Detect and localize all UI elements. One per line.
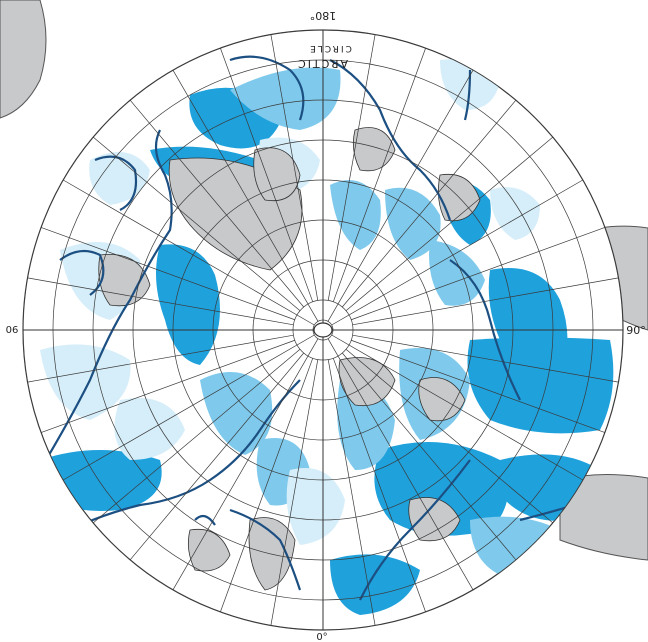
meridian-line	[342, 352, 517, 561]
meridian-line	[327, 70, 474, 322]
meridian-line	[345, 136, 554, 311]
meridian-line	[342, 99, 517, 308]
regions	[40, 59, 614, 615]
meridian-line	[129, 352, 304, 561]
meridian-line	[351, 227, 606, 321]
label-90-left: 90	[6, 323, 19, 334]
meridian-line	[332, 358, 426, 613]
meridian-line	[327, 34, 376, 301]
meridian-line	[40, 227, 295, 321]
meridian-line	[331, 334, 583, 481]
meridian-line	[352, 277, 619, 326]
meridian-line	[40, 339, 295, 433]
meridian-line	[92, 349, 301, 524]
meridian-line	[352, 334, 619, 383]
meridian-line	[129, 99, 304, 308]
meridian-line	[27, 334, 294, 383]
meridian-line	[220, 358, 314, 613]
meridian-line	[172, 70, 319, 322]
meridian-line	[327, 359, 376, 626]
label-90-right: 90°	[626, 324, 646, 337]
meridian-line	[345, 349, 554, 524]
meridian-line	[63, 179, 315, 326]
meridian-line	[327, 338, 474, 590]
meridian-line	[63, 334, 315, 481]
meridian-line	[270, 359, 319, 626]
meridian-line	[331, 179, 583, 326]
label-circle: CIRCLE	[308, 43, 352, 53]
north-pole-marker	[313, 322, 333, 338]
meridian-line	[332, 47, 426, 302]
meridian-line	[351, 339, 606, 433]
meridian-line	[172, 338, 319, 590]
meridian-line	[220, 47, 314, 302]
meridian-line	[92, 136, 301, 311]
label-0-bottom: 0°	[316, 632, 327, 642]
meridian-line	[270, 34, 319, 301]
label-180: 180°	[310, 9, 337, 22]
coastlines	[39, 55, 591, 601]
label-arctic: ARCTIC	[296, 57, 348, 70]
meridian-line	[27, 277, 294, 326]
